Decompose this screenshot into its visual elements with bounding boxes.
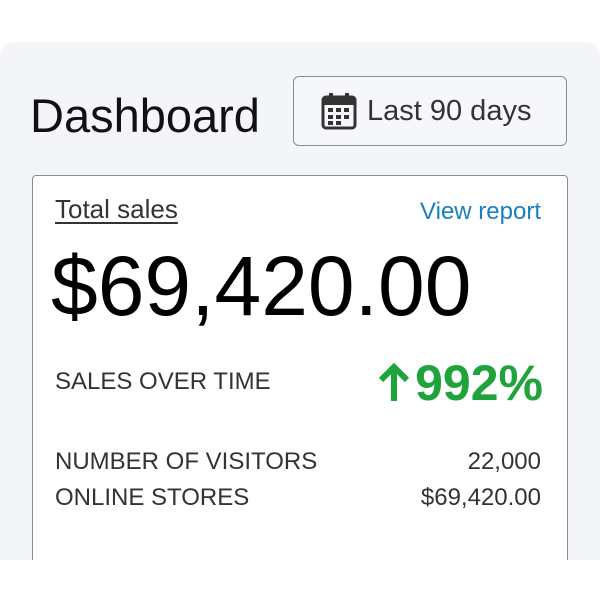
calendar-icon (321, 93, 357, 130)
date-range: Last 90 days (367, 94, 532, 127)
panel: Dashboard Last 90 days Total sales View … (0, 42, 600, 560)
stat-label: NUMBER OF VISITORS (55, 448, 318, 475)
card-label: Total sales (55, 194, 178, 224)
title: Dashboard (30, 89, 260, 142)
stat-value: 22,000 (467, 448, 541, 475)
view-report-link[interactable]: View report (420, 198, 541, 225)
total-sales: $69,420.00 (51, 239, 472, 333)
stat-value: $69,420.00 (420, 484, 541, 511)
stat-labels: NUMBER OF VISITORS ONLINE STORES (55, 444, 317, 516)
up-arrow (378, 363, 410, 401)
date-button[interactable]: Last 90 days (293, 76, 567, 146)
trend-label: SALES OVER TIME (55, 368, 271, 395)
stat-label: ONLINE STORES (55, 484, 250, 511)
trend-value: 992% (415, 355, 543, 411)
trend: 992% (377, 354, 543, 412)
stat-values: 22,000 $69,420.00 (421, 444, 541, 516)
sales-card: Total sales View report $69,420.00 SALES… (32, 175, 568, 560)
